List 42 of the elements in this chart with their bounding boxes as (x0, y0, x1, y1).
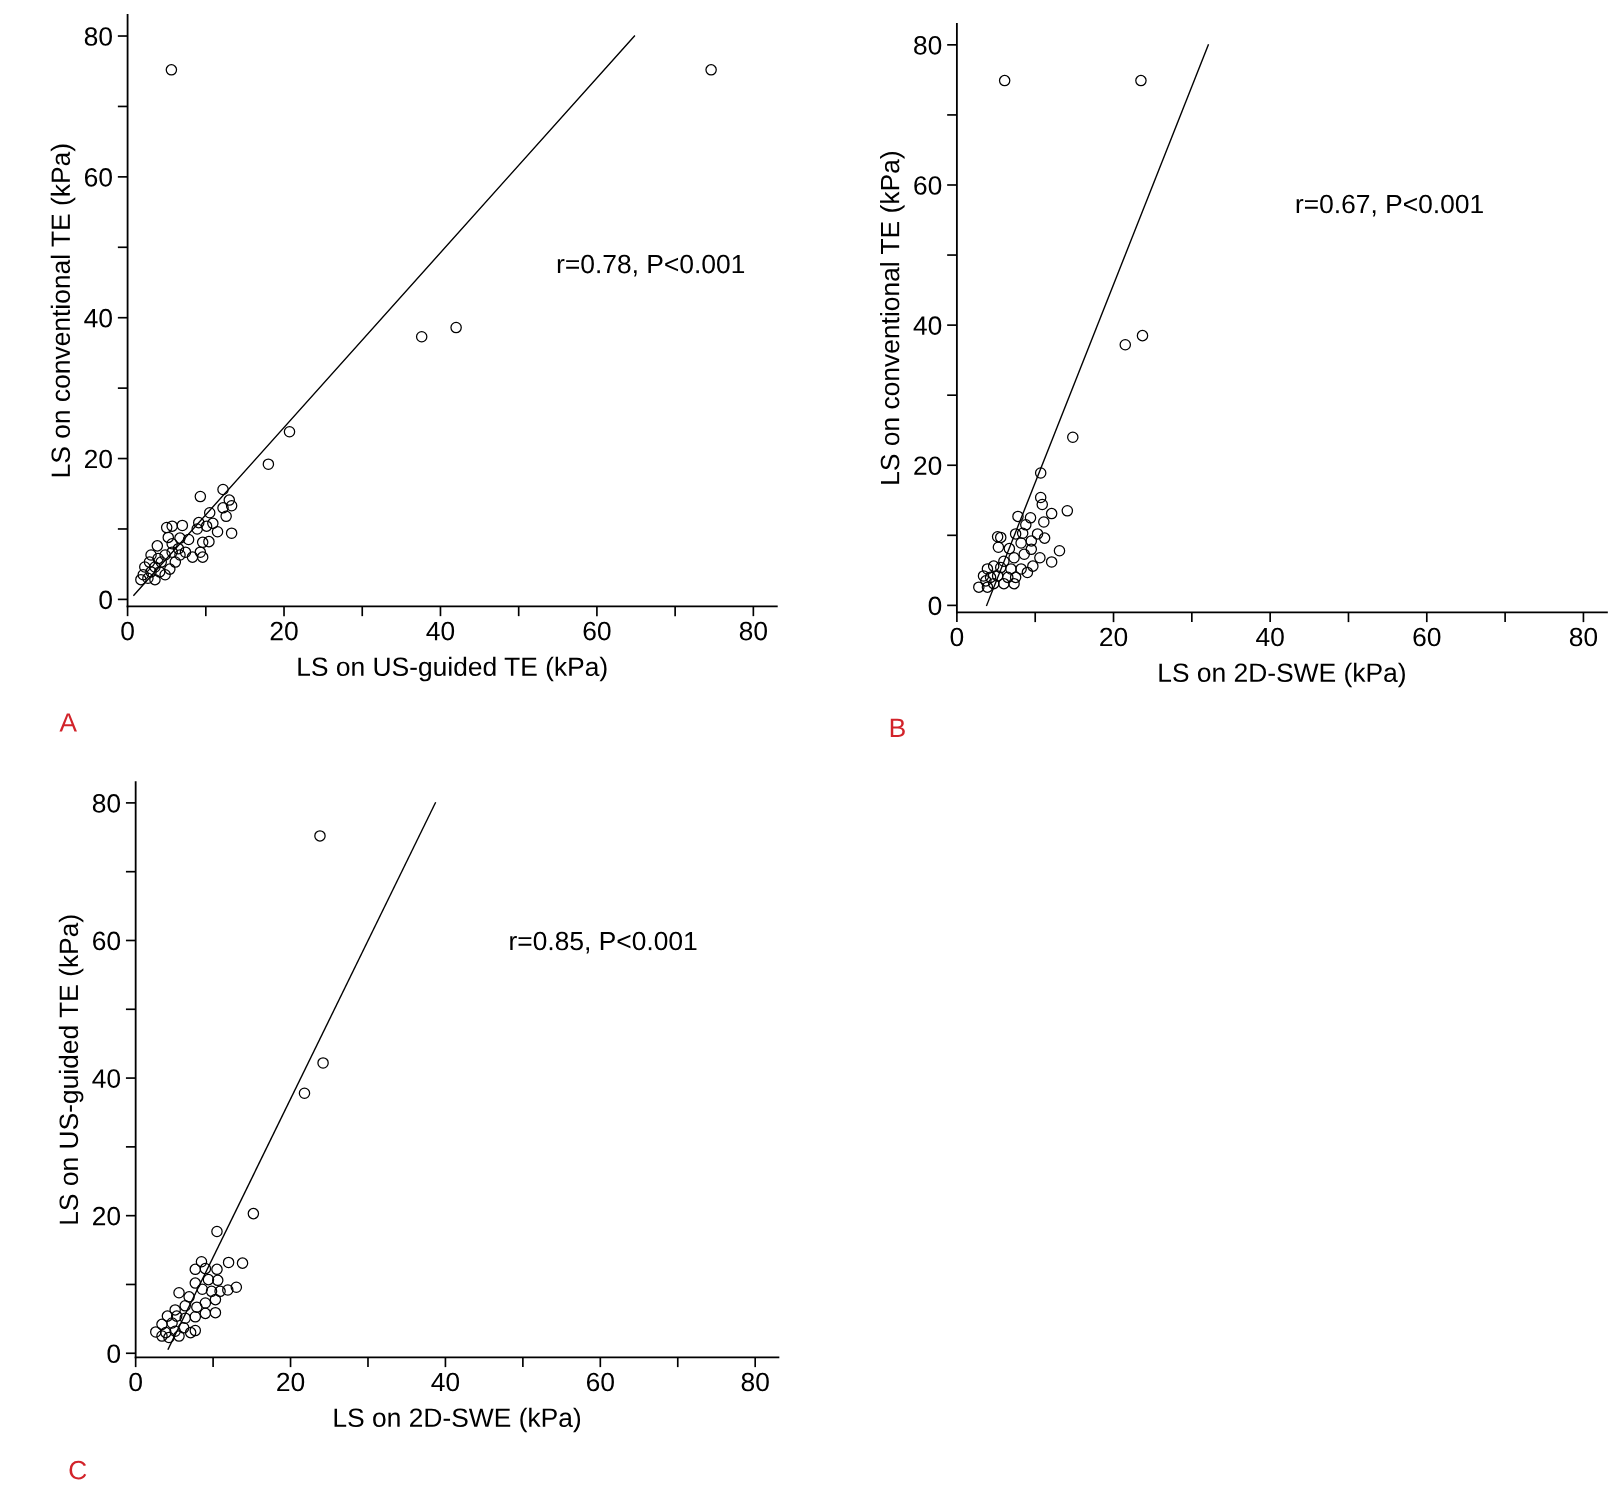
x-tick-label: 60 (586, 1372, 614, 1392)
x-tick-label: 40 (426, 621, 455, 641)
x-tick-label: 60 (583, 621, 611, 641)
x-tick-label: 80 (741, 1372, 769, 1392)
annotation: r=0.78, P<0.001 (557, 254, 745, 277)
y-tick-label: 60 (93, 931, 121, 951)
x-tick-label: 0 (950, 627, 964, 647)
y-tick-label: 20 (914, 456, 942, 476)
x-axis-title: LS on 2D-SWE (kPa) (1159, 662, 1405, 688)
text: A (59, 713, 77, 732)
y-tick-label: 0 (107, 1344, 121, 1364)
x-tick-label: 80 (739, 621, 767, 641)
y-tick-label: 0 (99, 590, 112, 610)
annotation: r=0.67, P<0.001 (1296, 194, 1483, 217)
x-tick-label: 20 (1100, 627, 1128, 647)
y-tick-label: 40 (913, 316, 942, 335)
y-tick-label: 60 (84, 168, 112, 187)
annotation: r=0.85, P<0.001 (510, 931, 697, 954)
x-axis-title: LS on US-guided TE (kPa) (298, 656, 607, 682)
y-tick-label: 60 (914, 176, 942, 195)
y-tick-label: 0 (928, 596, 942, 616)
y-tick-label: 20 (93, 1206, 121, 1226)
y-tick-label: 80 (914, 35, 942, 55)
y-tick-label: 80 (84, 27, 112, 46)
y-tick-label: 80 (92, 794, 121, 813)
x-tick-label: 0 (129, 1372, 142, 1392)
x-tick-label: 40 (431, 1372, 460, 1392)
x-tick-label: 20 (277, 1372, 305, 1392)
y-axis-title: LS on conventional TE (kPa) (880, 152, 905, 484)
y-axis-title: LS on conventional TE (kPa) (50, 144, 76, 477)
x-tick-label: 60 (1413, 627, 1441, 647)
x-tick-label: 80 (1569, 627, 1598, 647)
y-axis-title: LS on US-guided TE (kPa) (58, 915, 84, 1224)
y-tick-label: 40 (92, 1069, 121, 1088)
x-tick-label: 40 (1256, 627, 1284, 647)
text: B (890, 718, 905, 737)
y-tick-label: 20 (84, 449, 112, 469)
y-tick-label: 40 (84, 308, 112, 328)
x-tick-label: 20 (270, 621, 298, 641)
text: C (69, 1460, 87, 1480)
x-tick-label: 0 (121, 621, 134, 641)
x-axis-title: LS on 2D-SWE (kPa) (334, 1407, 581, 1433)
